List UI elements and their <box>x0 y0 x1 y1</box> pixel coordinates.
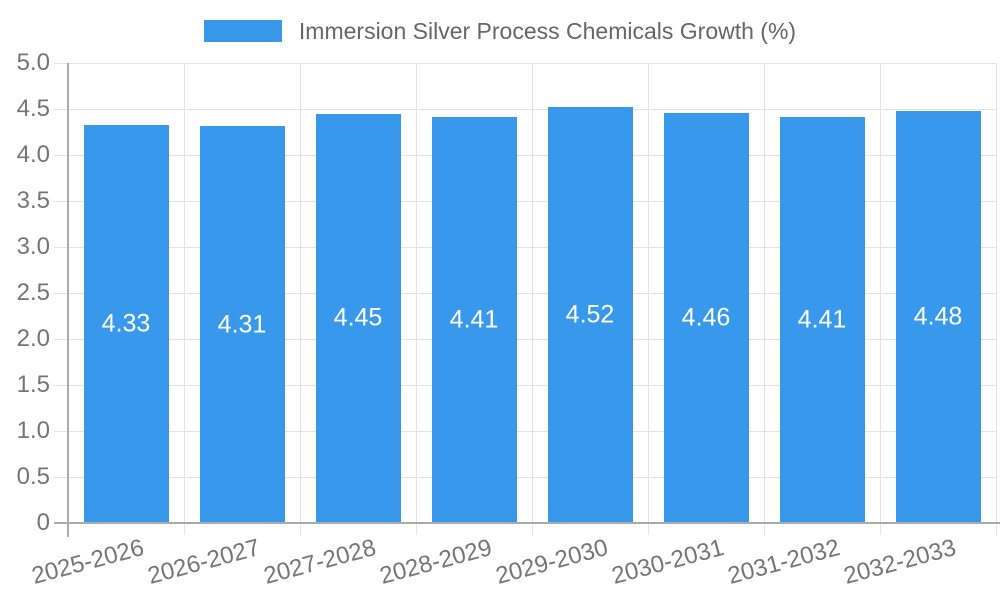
x-gridline <box>763 63 765 535</box>
y-tick-label: 1.5 <box>16 371 50 398</box>
x-gridline <box>647 63 649 535</box>
x-gridline <box>415 63 417 535</box>
y-gridline <box>54 292 996 294</box>
x-gridline <box>299 63 301 535</box>
x-gridline <box>183 63 185 535</box>
bar-value-label: 4.41 <box>449 305 499 334</box>
x-tick-label: 2028-2029 <box>377 534 495 590</box>
bar[interactable]: 4.45 <box>315 113 401 523</box>
plot-area: 4.33 4.31 4.45 4.41 4.52 4.46 4.41 4.48 0 0.5 1.0 1… <box>17 49 1000 590</box>
y-gridline <box>54 476 996 478</box>
x-gridline <box>531 63 533 535</box>
x-gridline <box>995 63 997 535</box>
bar-value-label: 4.48 <box>913 302 963 331</box>
y-gridline <box>54 154 996 156</box>
x-tick-label: 2029-2030 <box>493 534 611 590</box>
bar[interactable]: 4.48 <box>895 110 981 523</box>
x-tick-label: 2031-2032 <box>725 534 843 590</box>
bar[interactable]: 4.41 <box>431 117 517 523</box>
y-tick-label: 5.0 <box>16 49 50 76</box>
y-tick-label: 0.5 <box>16 463 50 490</box>
bar[interactable]: 4.41 <box>779 117 865 523</box>
y-gridline <box>54 200 996 202</box>
x-tick-label: 2026-2027 <box>145 534 263 590</box>
y-gridline <box>54 246 996 248</box>
bar-value-label: 4.41 <box>797 305 847 334</box>
x-tick-label: 2032-2033 <box>841 534 959 590</box>
x-gridline <box>879 63 881 535</box>
y-tick-label: 4.0 <box>16 141 50 168</box>
bar-value-label: 4.52 <box>565 300 615 329</box>
y-tick-label: 2.5 <box>16 279 50 306</box>
y-tick-label: 4.5 <box>16 95 50 122</box>
bar[interactable]: 4.31 <box>199 126 285 523</box>
bar-value-label: 4.46 <box>681 303 731 332</box>
y-gridline <box>54 108 996 110</box>
y-tick-label: 2.0 <box>16 325 50 352</box>
y-gridline <box>54 430 996 432</box>
x-tick-label: 2025-2026 <box>29 534 147 590</box>
chart-legend[interactable]: Immersion Silver Process Chemicals Growt… <box>0 16 1000 46</box>
y-tick-label: 1.0 <box>16 417 50 444</box>
y-gridline <box>54 384 996 386</box>
bar-value-label: 4.31 <box>217 310 267 339</box>
y-gridline <box>54 62 996 64</box>
x-tick-label: 2027-2028 <box>261 534 379 590</box>
x-tick-label: 2030-2031 <box>609 534 727 590</box>
bar[interactable]: 4.33 <box>83 124 169 523</box>
bar[interactable]: 4.46 <box>663 112 749 523</box>
bar-value-label: 4.33 <box>101 309 151 338</box>
legend-swatch-icon <box>203 20 282 42</box>
x-axis-line <box>54 522 1000 524</box>
y-tick-label: 0 <box>36 509 50 536</box>
legend-label: Immersion Silver Process Chemicals Growt… <box>298 18 797 44</box>
y-tick-label: 3.0 <box>16 233 50 260</box>
bar-value-label: 4.45 <box>333 303 383 332</box>
y-gridline <box>54 338 996 340</box>
bar[interactable]: 4.52 <box>547 107 633 523</box>
y-axis-line <box>67 63 69 537</box>
y-tick-label: 3.5 <box>16 187 50 214</box>
